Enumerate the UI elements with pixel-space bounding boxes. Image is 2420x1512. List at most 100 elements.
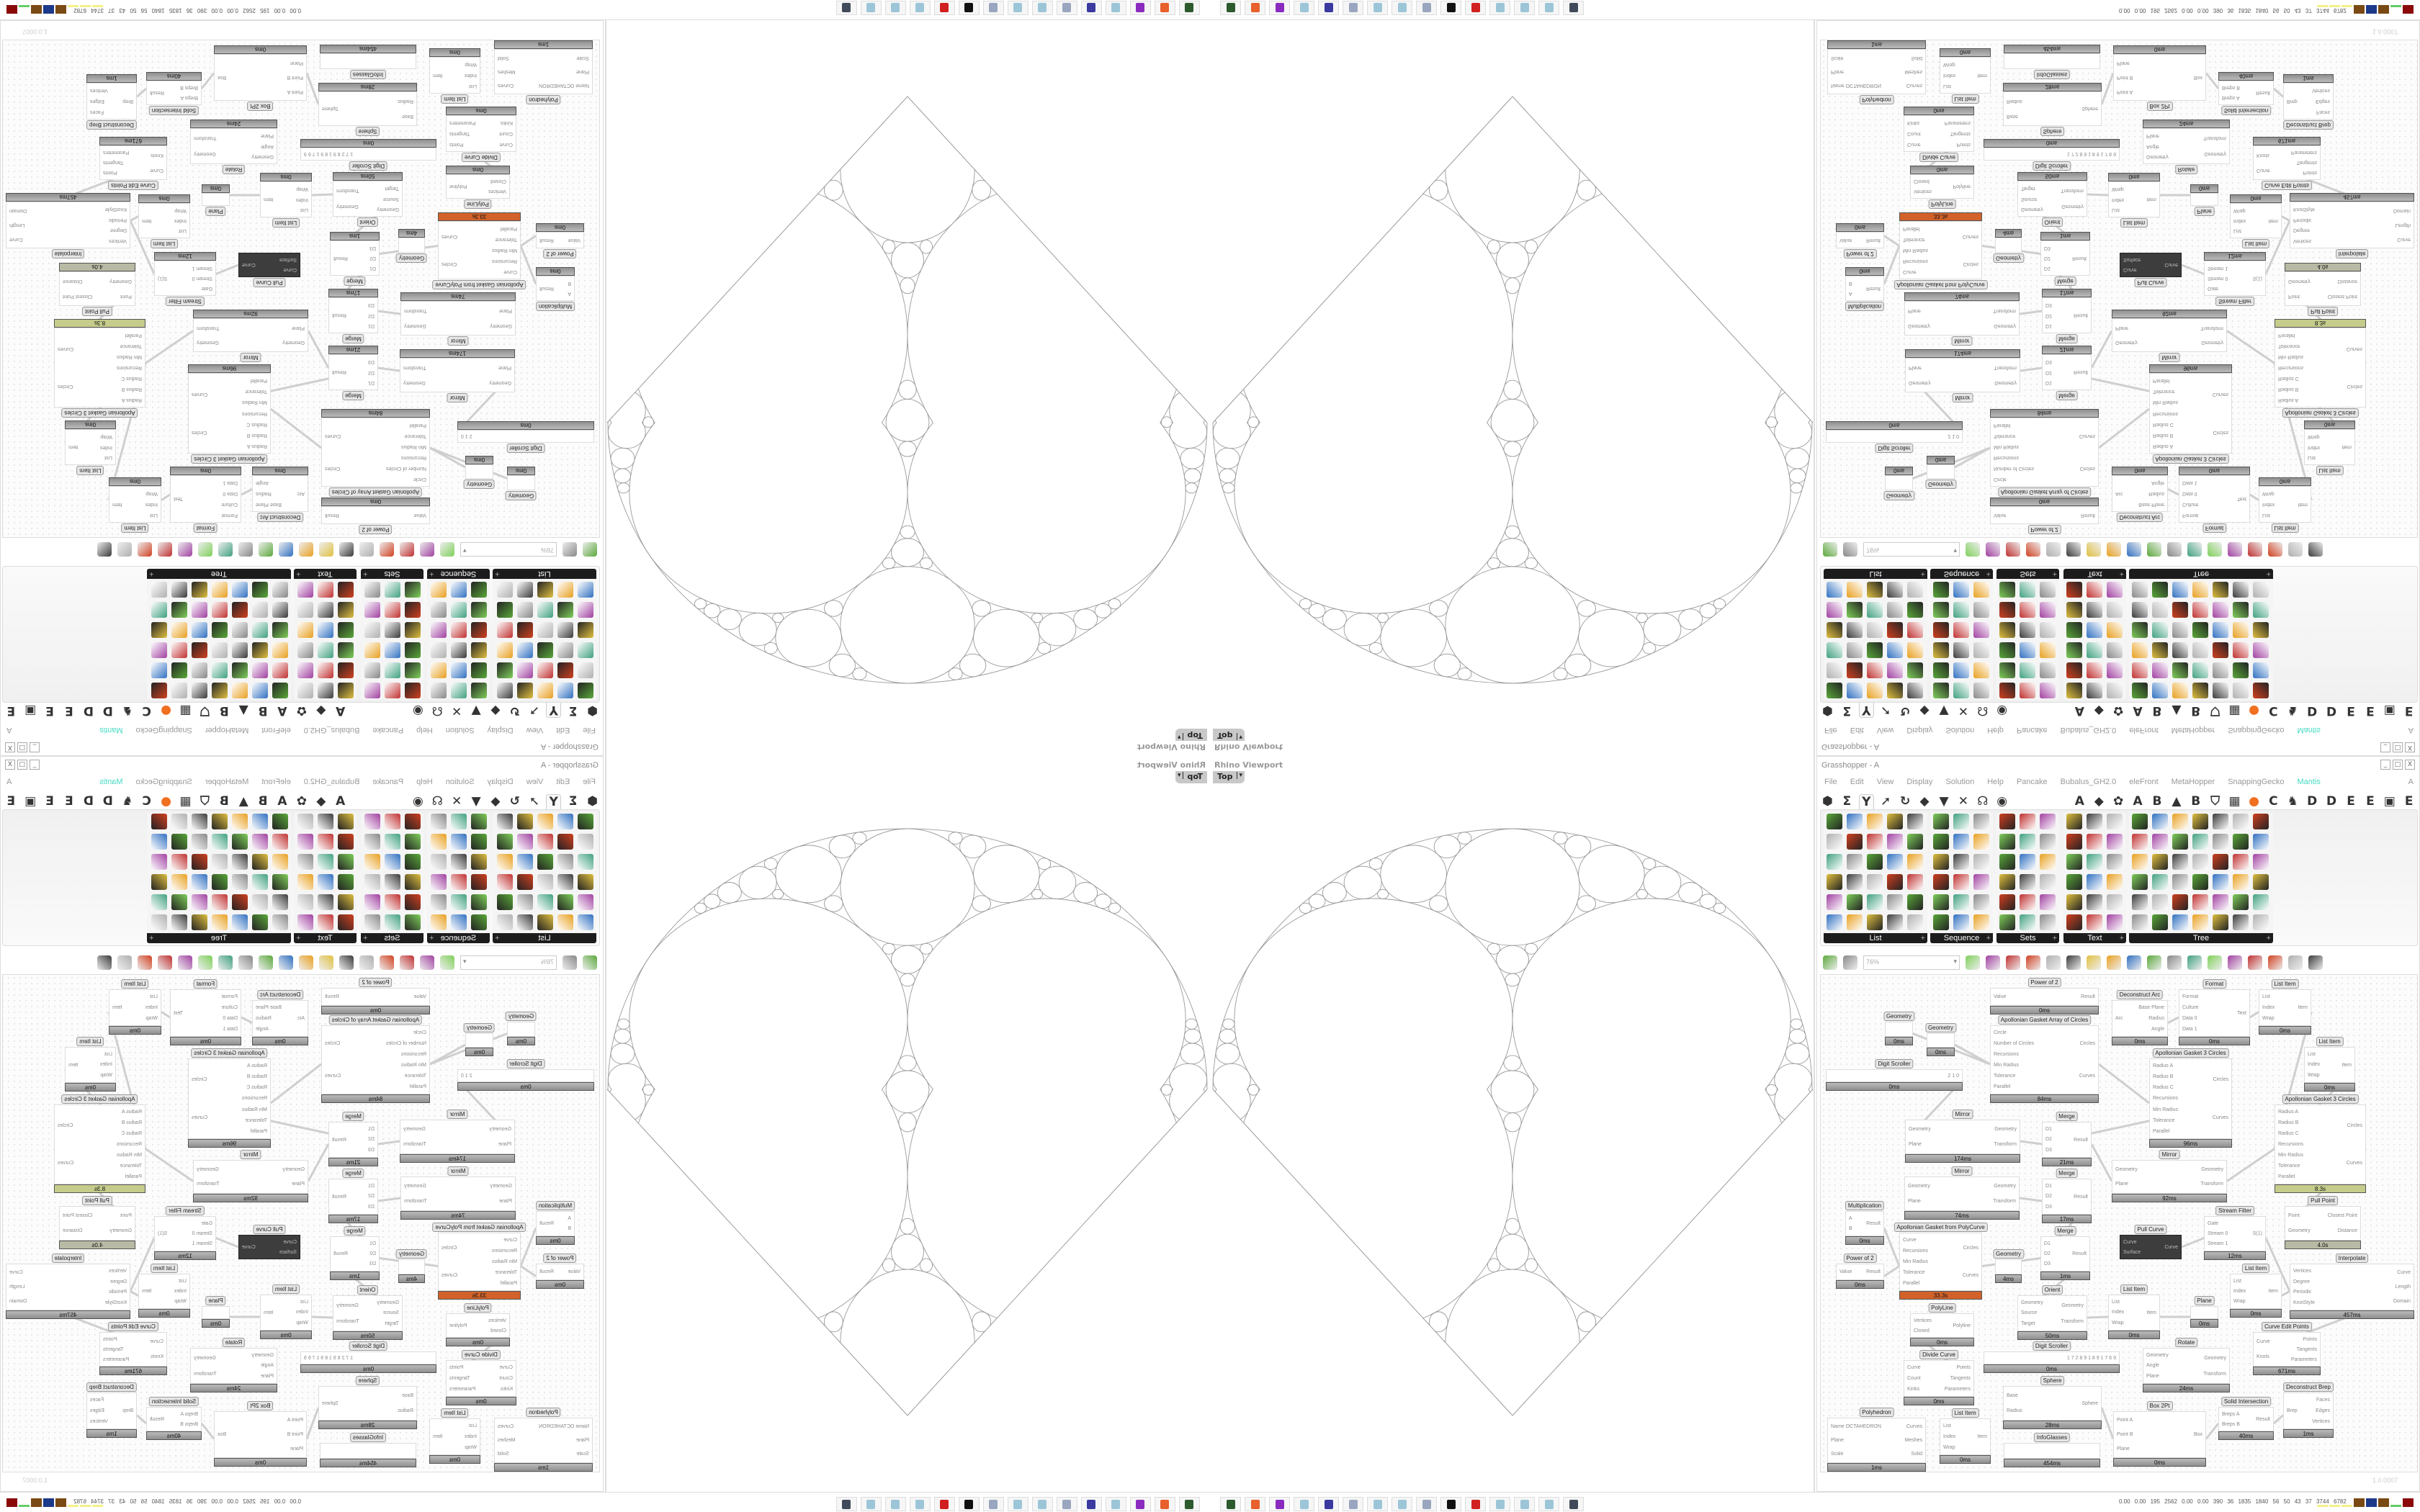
component-icon[interactable] — [1887, 894, 1903, 910]
component-list-item[interactable]: List Item List Index Wrap Item 0ms — [2230, 194, 2282, 248]
output-port[interactable]: Meshes — [498, 1438, 516, 1443]
input-port[interactable]: Knots — [2257, 153, 2269, 158]
input-port[interactable]: Kinks — [1907, 1387, 1920, 1392]
menu-item-snappinggecko[interactable]: SnappingGecko — [2228, 726, 2285, 734]
input-port[interactable]: Recursions — [491, 1248, 517, 1254]
component-icon[interactable] — [1827, 622, 1842, 638]
input-port[interactable]: Name OCTAHEDRON — [539, 83, 589, 88]
component-icon[interactable] — [2172, 874, 2188, 890]
component-apollonian-gasket-from-polycurve[interactable]: Apollonian Gasket from PolyCurve Curve Rec… — [1894, 212, 1988, 289]
output-port[interactable]: Radius — [256, 1016, 272, 1021]
output-port[interactable]: Circles — [2213, 430, 2228, 435]
component-icon[interactable] — [2040, 834, 2056, 850]
component-icon[interactable] — [1933, 814, 1949, 829]
input-port[interactable]: Brep — [122, 99, 133, 104]
input-port[interactable]: Min Radius — [491, 1259, 517, 1264]
gha-icon[interactable] — [339, 542, 354, 557]
component-icon[interactable] — [405, 874, 421, 890]
output-port[interactable]: Result — [2081, 513, 2095, 518]
output-port[interactable]: Result — [2074, 369, 2088, 375]
input-port[interactable]: Point A — [2117, 89, 2133, 94]
input-port[interactable]: Min Radius — [2278, 1153, 2304, 1158]
component-icon[interactable] — [252, 894, 268, 910]
input-port[interactable]: Tolerance — [245, 1117, 267, 1123]
component-icon[interactable] — [318, 894, 333, 910]
input-port[interactable]: List — [2308, 1051, 2316, 1057]
component-icon[interactable] — [1999, 894, 2015, 910]
maximize-button[interactable]: □ — [2393, 742, 2403, 752]
component-icon[interactable] — [2172, 683, 2188, 698]
component-box-2pt[interactable]: Box 2Pt Point A Point B Plane Box 0ms — [2113, 1401, 2206, 1467]
input-port[interactable]: D2 — [2045, 369, 2052, 375]
input-port[interactable]: D1 — [368, 1183, 375, 1189]
notepad-icon[interactable] — [861, 1497, 882, 1511]
wireframe-icon[interactable] — [198, 955, 212, 970]
params-icon[interactable]: ⬢ — [1822, 703, 1833, 718]
output-port[interactable]: Curves — [498, 83, 514, 88]
component-icon[interactable] — [1887, 642, 1903, 658]
component-icon[interactable] — [1933, 642, 1949, 658]
input-port[interactable]: Count — [1907, 1376, 1921, 1381]
component-icon[interactable] — [212, 642, 228, 658]
expand-icon[interactable]: + — [2119, 934, 2124, 942]
input-port[interactable]: Parallel — [2278, 333, 2295, 338]
teal-icon[interactable] — [158, 542, 172, 557]
component-icon[interactable] — [2087, 854, 2102, 870]
input-port[interactable]: Value — [1839, 238, 1852, 243]
input-port[interactable]: Point B — [287, 75, 303, 81]
component-list-item[interactable]: List Item List Index Wrap Item 0ms — [429, 48, 480, 104]
input-port[interactable]: Breps B — [180, 85, 198, 91]
component-icon[interactable] — [2040, 662, 2056, 678]
output-port[interactable]: Curve — [2164, 1244, 2178, 1250]
input-port[interactable]: Angle — [2146, 143, 2159, 149]
component-merge[interactable]: Merge D1 D2 D3 Result 1ms — [330, 232, 380, 286]
component-icon[interactable] — [385, 894, 400, 910]
output-port[interactable]: Geometry — [336, 204, 359, 210]
intersect-icon[interactable]: ✕ — [1958, 703, 1969, 718]
menu-item-bubalus-gh2-0[interactable]: Bubalus_GH2.0 — [2060, 778, 2117, 786]
output-port[interactable]: Item — [2146, 197, 2156, 202]
component-icon[interactable] — [557, 874, 573, 890]
input-port[interactable]: Wrap — [465, 62, 477, 67]
input-port[interactable]: Value — [568, 1269, 581, 1274]
component-icon[interactable] — [364, 662, 380, 678]
input-port[interactable]: Number of Circles — [385, 1041, 426, 1046]
maths-icon[interactable]: Σ — [1842, 794, 1852, 809]
input-port[interactable]: Angle — [261, 143, 274, 149]
component-icon[interactable] — [171, 854, 187, 870]
component-icon[interactable] — [2066, 814, 2082, 829]
menu-item-view[interactable]: View — [1876, 778, 1894, 786]
component-icon[interactable] — [297, 602, 313, 618]
component-icon[interactable] — [497, 894, 513, 910]
output-port[interactable]: 2 1 0 — [461, 433, 472, 439]
component-icon[interactable] — [405, 814, 421, 829]
notepad-icon[interactable] — [1489, 1497, 1510, 1511]
plugin-icon[interactable]: ◆ — [316, 703, 326, 718]
output-port[interactable]: Curves — [498, 1424, 514, 1429]
output-port[interactable]: Curve — [2397, 1270, 2411, 1276]
component-icon[interactable] — [272, 622, 288, 638]
input-port[interactable]: Radius A — [2278, 1110, 2299, 1115]
component-icon[interactable] — [1847, 874, 1863, 890]
input-port[interactable]: KnotStyle — [105, 1300, 127, 1306]
output-port[interactable]: Result — [325, 994, 339, 999]
input-port[interactable]: Point B — [287, 1431, 303, 1437]
input-port[interactable]: Radius A — [2153, 443, 2174, 449]
component-icon[interactable] — [2213, 642, 2228, 658]
menu-item-edit[interactable]: Edit — [556, 726, 570, 734]
component-icon[interactable] — [578, 683, 593, 698]
output-port[interactable]: Result — [539, 286, 554, 291]
ribbon-group-label[interactable]: Sequence + — [427, 933, 490, 943]
expand-icon[interactable]: + — [363, 934, 368, 942]
output-port[interactable]: Parameters — [2290, 150, 2317, 156]
component-icon[interactable] — [517, 642, 533, 658]
input-port[interactable]: Gate — [2208, 1220, 2219, 1226]
output-port[interactable]: Solid — [498, 55, 509, 60]
wireframe-icon[interactable] — [2208, 542, 2222, 557]
input-port[interactable]: Name OCTAHEDRON — [1831, 83, 1881, 88]
wireframe-icon[interactable] — [2208, 955, 2222, 970]
input-port[interactable]: Breps A — [180, 95, 198, 101]
component-icon[interactable] — [1887, 854, 1903, 870]
output-port[interactable]: Geometry — [2201, 1166, 2223, 1172]
component-icon[interactable] — [557, 683, 573, 698]
